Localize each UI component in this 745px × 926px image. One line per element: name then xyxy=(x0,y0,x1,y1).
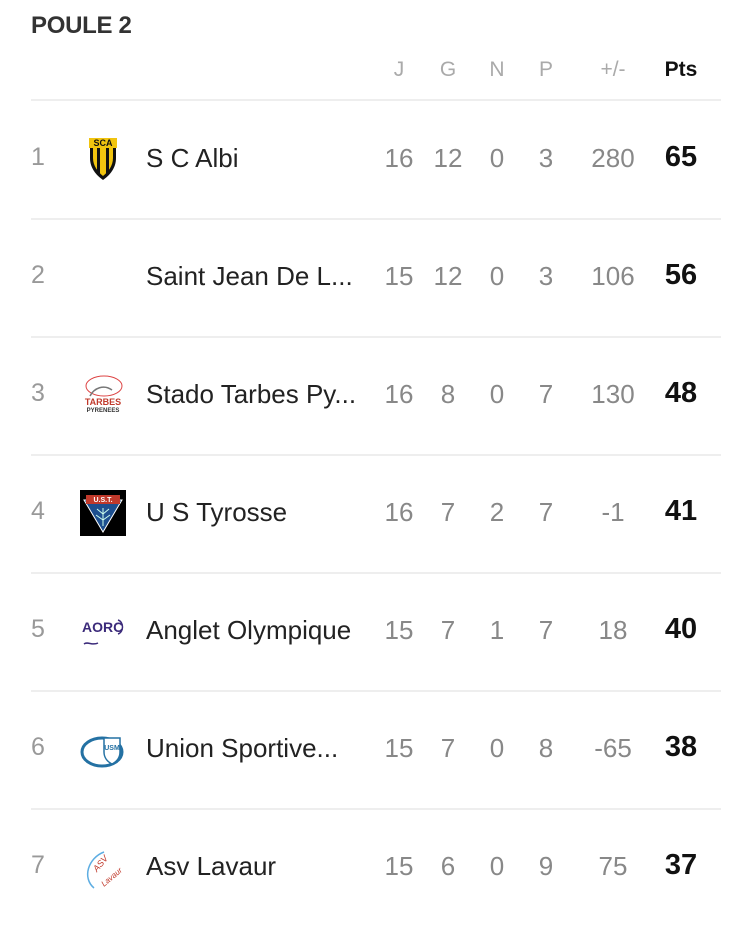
svg-text:AORC: AORC xyxy=(82,619,123,635)
sc-albi-logo: SCA xyxy=(80,136,126,182)
svg-text:ASV: ASV xyxy=(90,853,111,875)
rank: 2 xyxy=(31,261,45,289)
ust-logo: U.S.T. xyxy=(80,490,126,536)
points: 40 xyxy=(664,613,698,645)
points-diff: -65 xyxy=(594,733,632,763)
divider xyxy=(31,336,721,338)
drawn: 0 xyxy=(489,851,505,881)
svg-text:Lavaur: Lavaur xyxy=(99,866,124,889)
col-j: J xyxy=(393,58,405,81)
points-diff: 130 xyxy=(591,379,635,409)
points-diff: 280 xyxy=(591,143,635,173)
asv-lavaur-logo: ASV Lavaur xyxy=(80,844,126,890)
rank: 4 xyxy=(31,497,45,525)
svg-text:SCA: SCA xyxy=(93,138,113,148)
divider xyxy=(31,218,721,220)
team-name[interactable]: Saint Jean De L... xyxy=(146,261,353,291)
drawn: 0 xyxy=(489,143,505,173)
svg-text:TARBES: TARBES xyxy=(85,397,121,407)
drawn: 2 xyxy=(489,497,505,527)
team-name[interactable]: Union Sportive... xyxy=(146,733,339,763)
divider xyxy=(31,454,721,456)
played: 16 xyxy=(384,379,414,409)
points: 38 xyxy=(664,731,698,763)
svg-text:USM: USM xyxy=(104,745,120,752)
team-name[interactable]: S C Albi xyxy=(146,143,239,173)
played: 15 xyxy=(384,261,414,291)
col-diff: +/- xyxy=(600,58,626,81)
table-row[interactable]: 7 ASV Lavaur Asv Lavaur 15 6 0 9 75 37 xyxy=(0,808,745,926)
table-header: J G N P +/- Pts xyxy=(0,58,745,88)
svg-text:PYRENEES: PYRENEES xyxy=(87,408,120,414)
table-row[interactable]: 4 U.S.T. U S Tyrosse 16 7 2 7 -1 41 xyxy=(0,454,745,572)
played: 15 xyxy=(384,615,414,645)
tarbes-logo: TARBES PYRENEES xyxy=(80,372,126,418)
played: 16 xyxy=(384,143,414,173)
col-p: P xyxy=(538,58,553,81)
lost: 3 xyxy=(538,143,554,173)
points-diff: 106 xyxy=(591,261,635,291)
table-row[interactable]: 1 SCA S C Albi 16 12 0 3 280 65 xyxy=(0,100,745,218)
points: 48 xyxy=(664,377,698,409)
won: 12 xyxy=(433,261,463,291)
team-name[interactable]: Asv Lavaur xyxy=(146,851,277,881)
drawn: 0 xyxy=(489,261,505,291)
played: 16 xyxy=(384,497,414,527)
usm-logo: USM xyxy=(80,726,126,772)
won: 7 xyxy=(440,615,456,645)
points: 37 xyxy=(664,849,698,881)
col-n: N xyxy=(489,58,505,81)
won: 7 xyxy=(440,497,456,527)
drawn: 1 xyxy=(489,615,505,645)
points: 65 xyxy=(664,141,698,173)
col-pts: Pts xyxy=(664,58,698,81)
team-logo-empty xyxy=(80,254,126,300)
team-name[interactable]: Stado Tarbes Py... xyxy=(146,379,357,409)
lost: 9 xyxy=(538,851,554,881)
rank: 5 xyxy=(31,615,45,643)
won: 12 xyxy=(433,143,463,173)
drawn: 0 xyxy=(489,379,505,409)
lost: 7 xyxy=(538,615,554,645)
team-name[interactable]: Anglet Olympique xyxy=(146,615,352,645)
won: 6 xyxy=(440,851,456,881)
rank: 1 xyxy=(31,143,45,171)
lost: 8 xyxy=(538,733,554,763)
divider xyxy=(31,99,721,101)
divider xyxy=(31,808,721,810)
rank: 3 xyxy=(31,379,45,407)
divider xyxy=(31,690,721,692)
table-row[interactable]: 3 TARBES PYRENEES Stado Tarbes Py... 16 8 0 7 13… xyxy=(0,336,745,454)
rank: 7 xyxy=(31,851,45,879)
points-diff: 75 xyxy=(598,851,628,881)
lost: 7 xyxy=(538,379,554,409)
divider xyxy=(31,572,721,574)
table-row[interactable]: 6 USM Union Sportive... 15 7 0 8 -65 38 xyxy=(0,690,745,808)
drawn: 0 xyxy=(489,733,505,763)
won: 7 xyxy=(440,733,456,763)
rank: 6 xyxy=(31,733,45,761)
played: 15 xyxy=(384,851,414,881)
lost: 7 xyxy=(538,497,554,527)
points-diff: 18 xyxy=(598,615,628,645)
points: 41 xyxy=(664,495,698,527)
page-title: POULE 2 xyxy=(31,12,132,39)
col-g: G xyxy=(439,58,457,81)
table-row[interactable]: 2 Saint Jean De L... 15 12 0 3 106 56 xyxy=(0,218,745,336)
points-diff: -1 xyxy=(601,497,625,527)
won: 8 xyxy=(440,379,456,409)
aorc-logo: AORC xyxy=(80,608,126,654)
svg-text:U.S.T.: U.S.T. xyxy=(93,497,112,504)
table-row[interactable]: 5 AORC Anglet Olympique 15 7 1 7 18 40 xyxy=(0,572,745,690)
team-name[interactable]: U S Tyrosse xyxy=(146,497,288,527)
played: 15 xyxy=(384,733,414,763)
lost: 3 xyxy=(538,261,554,291)
points: 56 xyxy=(664,259,698,291)
